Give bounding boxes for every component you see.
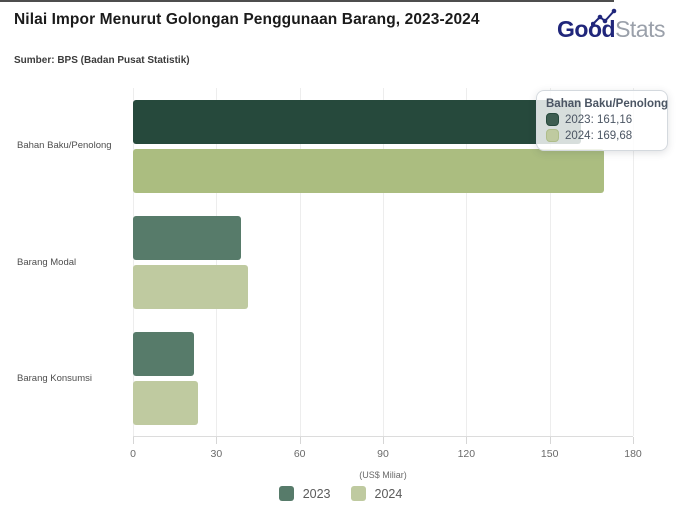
x-tick-label-120: 120 [457, 448, 476, 460]
x-tick-label-30: 30 [210, 448, 223, 460]
source-caption: Sumber: BPS (Badan Pusat Statistik) [14, 55, 190, 66]
x-tick-label-0: 0 [130, 448, 136, 460]
x-tick-mark-120 [466, 437, 468, 444]
gridline-180 [633, 88, 634, 436]
gridline-0 [133, 88, 134, 436]
tooltip-row-2024: 2024: 169,68 [546, 129, 658, 142]
plot-area [133, 88, 634, 437]
logo-text-stats: Stats [615, 16, 665, 42]
bar-2023-barang-konsumsi[interactable] [133, 332, 195, 377]
chart-legend: 2023 2024 [0, 486, 681, 501]
x-tick-mark-150 [549, 437, 551, 444]
tooltip-swatch-2024 [546, 129, 559, 142]
x-tick-label-60: 60 [293, 448, 306, 460]
x-tick-label-150: 150 [540, 448, 559, 460]
bar-2024-barang-konsumsi[interactable] [133, 381, 199, 426]
top-border [0, 0, 614, 2]
x-tick-mark-180 [633, 437, 634, 444]
bar-2024-bahan-baku-penolong[interactable] [133, 148, 605, 193]
page-title: Nilai Impor Menurut Golongan Penggunaan … [14, 11, 480, 28]
legend-label-2024: 2024 [374, 486, 403, 501]
bar-2023-barang-modal[interactable] [133, 216, 242, 260]
x-axis-title: (US$ Miliar) [359, 470, 407, 480]
gridline-90 [383, 88, 384, 436]
legend-swatch-2023 [278, 486, 294, 501]
x-tick-label-90: 90 [377, 448, 389, 460]
tooltip-title: Bahan Baku/Penolong [546, 98, 669, 110]
x-tick-mark-0 [133, 437, 134, 444]
legend-item-2024[interactable]: 2024 [350, 486, 403, 501]
gridline-30 [216, 88, 218, 436]
tooltip-swatch-2023 [546, 113, 559, 126]
goodstats-logo: GoodStats [557, 8, 665, 46]
category-label-bahan-baku-penolong: Bahan Baku/Penolong [17, 140, 112, 152]
x-tick-mark-90 [383, 437, 384, 444]
x-tick-mark-60 [299, 437, 301, 444]
logo-trendline-icon [591, 8, 617, 27]
gridline-60 [299, 88, 301, 436]
tooltip: Bahan Baku/Penolong 2023: 161,16 2024: 1… [536, 90, 668, 151]
gridline-120 [466, 88, 468, 436]
category-label-barang-konsumsi: Barang Konsumsi [17, 372, 92, 384]
legend-item-2023[interactable]: 2023 [278, 486, 331, 501]
category-label-barang-modal: Barang Modal [17, 256, 77, 268]
legend-label-2023: 2023 [302, 486, 331, 501]
gridline-150 [549, 88, 551, 436]
tooltip-value-2023: 2023: 161,16 [565, 113, 633, 126]
tooltip-value-2024: 2024: 169,68 [565, 129, 633, 142]
bar-chart: Bahan Baku/Penolong Barang Modal Barang Ko… [0, 88, 681, 488]
bar-2023-bahan-baku-penolong[interactable] [133, 99, 581, 144]
x-tick-mark-30 [216, 437, 218, 444]
x-tick-label-180: 180 [624, 448, 642, 460]
legend-swatch-2024 [350, 486, 366, 501]
tooltip-row-2023: 2023: 161,16 [546, 113, 658, 126]
bar-2024-barang-modal[interactable] [133, 265, 249, 309]
